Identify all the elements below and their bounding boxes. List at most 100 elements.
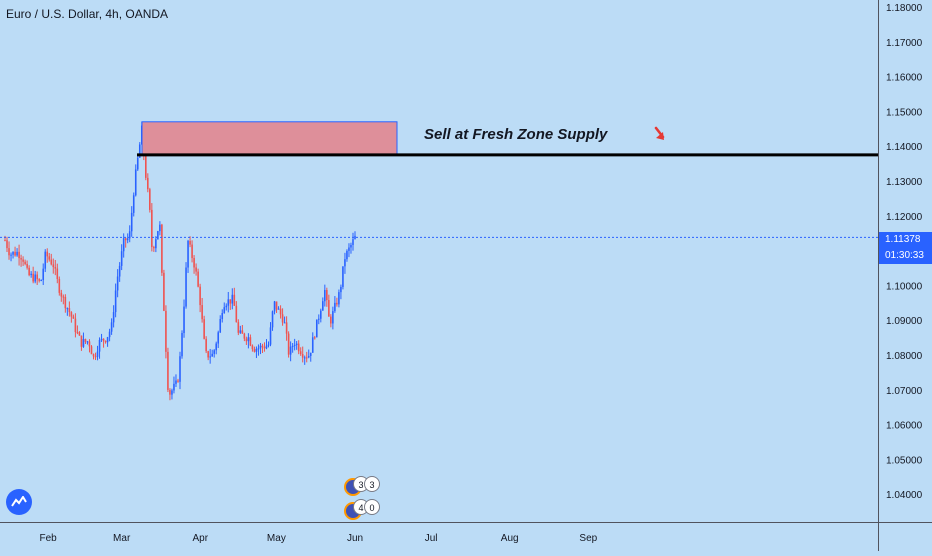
candle-body — [342, 266, 344, 287]
candle-body — [307, 355, 310, 358]
tradingview-logo-icon[interactable] — [6, 489, 32, 515]
candle-body — [311, 337, 314, 353]
candle-body — [64, 296, 67, 309]
candle-body — [106, 337, 109, 343]
candle-body — [60, 292, 63, 297]
event-count-icon[interactable]: 3 — [364, 476, 380, 492]
candle-body — [36, 274, 38, 280]
price-chart[interactable] — [0, 0, 878, 522]
candle-body — [84, 339, 87, 342]
candle-body — [253, 349, 256, 352]
candle-body — [279, 308, 282, 315]
candle-body — [130, 212, 133, 232]
candle-body — [257, 348, 260, 350]
candle-body — [126, 238, 129, 241]
candle-body — [44, 251, 47, 269]
candle-body — [207, 351, 209, 358]
candle-body — [110, 322, 113, 332]
candle-body — [247, 337, 250, 342]
candle-body — [221, 313, 224, 320]
time-tick-label: Apr — [193, 533, 209, 544]
candle-body — [237, 322, 240, 333]
candle-body — [259, 345, 262, 349]
candle-body — [179, 356, 181, 382]
candle-body — [223, 307, 226, 314]
candle-body — [122, 238, 125, 252]
candle-body — [324, 290, 326, 302]
chart-area[interactable] — [0, 0, 878, 522]
candle-body — [26, 263, 28, 268]
candle-body — [344, 259, 346, 267]
candle-body — [136, 157, 139, 170]
candle-body — [193, 258, 195, 268]
candle-body — [161, 224, 163, 273]
candle-body — [24, 261, 26, 264]
time-axis-svg: Feb Mar Apr May Jun Jul Aug Sep — [39, 533, 597, 544]
candle-body — [322, 301, 324, 311]
candle-body — [243, 333, 246, 339]
candle-body — [30, 273, 32, 276]
price-tick-label: 1.09000 — [886, 316, 923, 327]
candle-body — [80, 335, 83, 347]
candle-body — [275, 301, 278, 310]
time-tick-label: Sep — [579, 533, 597, 544]
candle-body — [48, 256, 51, 260]
candle-body — [128, 231, 131, 239]
candle-body — [215, 343, 218, 351]
candle-body — [239, 330, 242, 333]
candle-body — [277, 308, 280, 310]
candle-body — [235, 305, 238, 323]
candle-body — [104, 340, 107, 343]
candle-body — [346, 250, 348, 260]
candle-body — [56, 268, 59, 279]
time-tick-label: Aug — [501, 533, 519, 544]
price-tick-label: 1.06000 — [886, 421, 923, 432]
candle-body — [185, 267, 187, 307]
time-tick-label: May — [267, 533, 286, 544]
supply-zone-rectangle[interactable] — [141, 121, 398, 156]
candle-body — [28, 267, 30, 276]
candle-body — [217, 332, 220, 344]
candle-body — [261, 345, 264, 348]
down-arrow-icon[interactable] — [654, 126, 665, 140]
candle-body — [328, 300, 330, 317]
candle-body — [305, 357, 308, 359]
candle-body — [102, 338, 105, 341]
candle-body — [96, 351, 99, 357]
candle-body — [173, 383, 175, 391]
candle-body — [285, 322, 288, 334]
candle-body — [267, 344, 270, 346]
candle-body — [265, 345, 268, 349]
price-tick-label: 1.04000 — [886, 490, 923, 501]
supply-zone-annotation[interactable]: Sell at Fresh Zone Supply — [424, 126, 608, 143]
candle-body — [40, 280, 43, 282]
candle-body — [245, 338, 248, 342]
candle-body — [336, 302, 338, 305]
time-axis[interactable]: Feb Mar Apr May Jun Jul Aug Sep — [0, 522, 878, 551]
candle-body — [14, 251, 16, 256]
event-count-icon[interactable]: 0 — [364, 499, 380, 515]
candle-body — [309, 352, 312, 356]
candle-body — [153, 247, 155, 249]
candle-body — [297, 343, 300, 352]
candle-body — [301, 354, 304, 358]
candle-body — [213, 350, 215, 354]
candle-body — [46, 251, 49, 257]
candle-body — [90, 346, 93, 355]
candle-body — [34, 274, 36, 282]
candle-body — [6, 240, 8, 249]
candle-body — [211, 353, 213, 357]
candle-body — [167, 351, 169, 390]
candle-body — [354, 235, 356, 240]
candle-body — [197, 271, 199, 287]
price-tick-label: 1.13000 — [886, 177, 923, 188]
candle-body — [58, 278, 61, 293]
candle-body — [42, 268, 45, 281]
candle-body — [149, 189, 151, 210]
time-axis-ticks: Feb Mar Apr May Jun Jul Aug Sep — [39, 533, 597, 544]
candle-body — [100, 338, 103, 340]
candle-body — [8, 248, 10, 256]
price-tick-label: 1.08000 — [886, 351, 923, 362]
candle-body — [225, 305, 228, 308]
candle-body — [293, 344, 296, 346]
